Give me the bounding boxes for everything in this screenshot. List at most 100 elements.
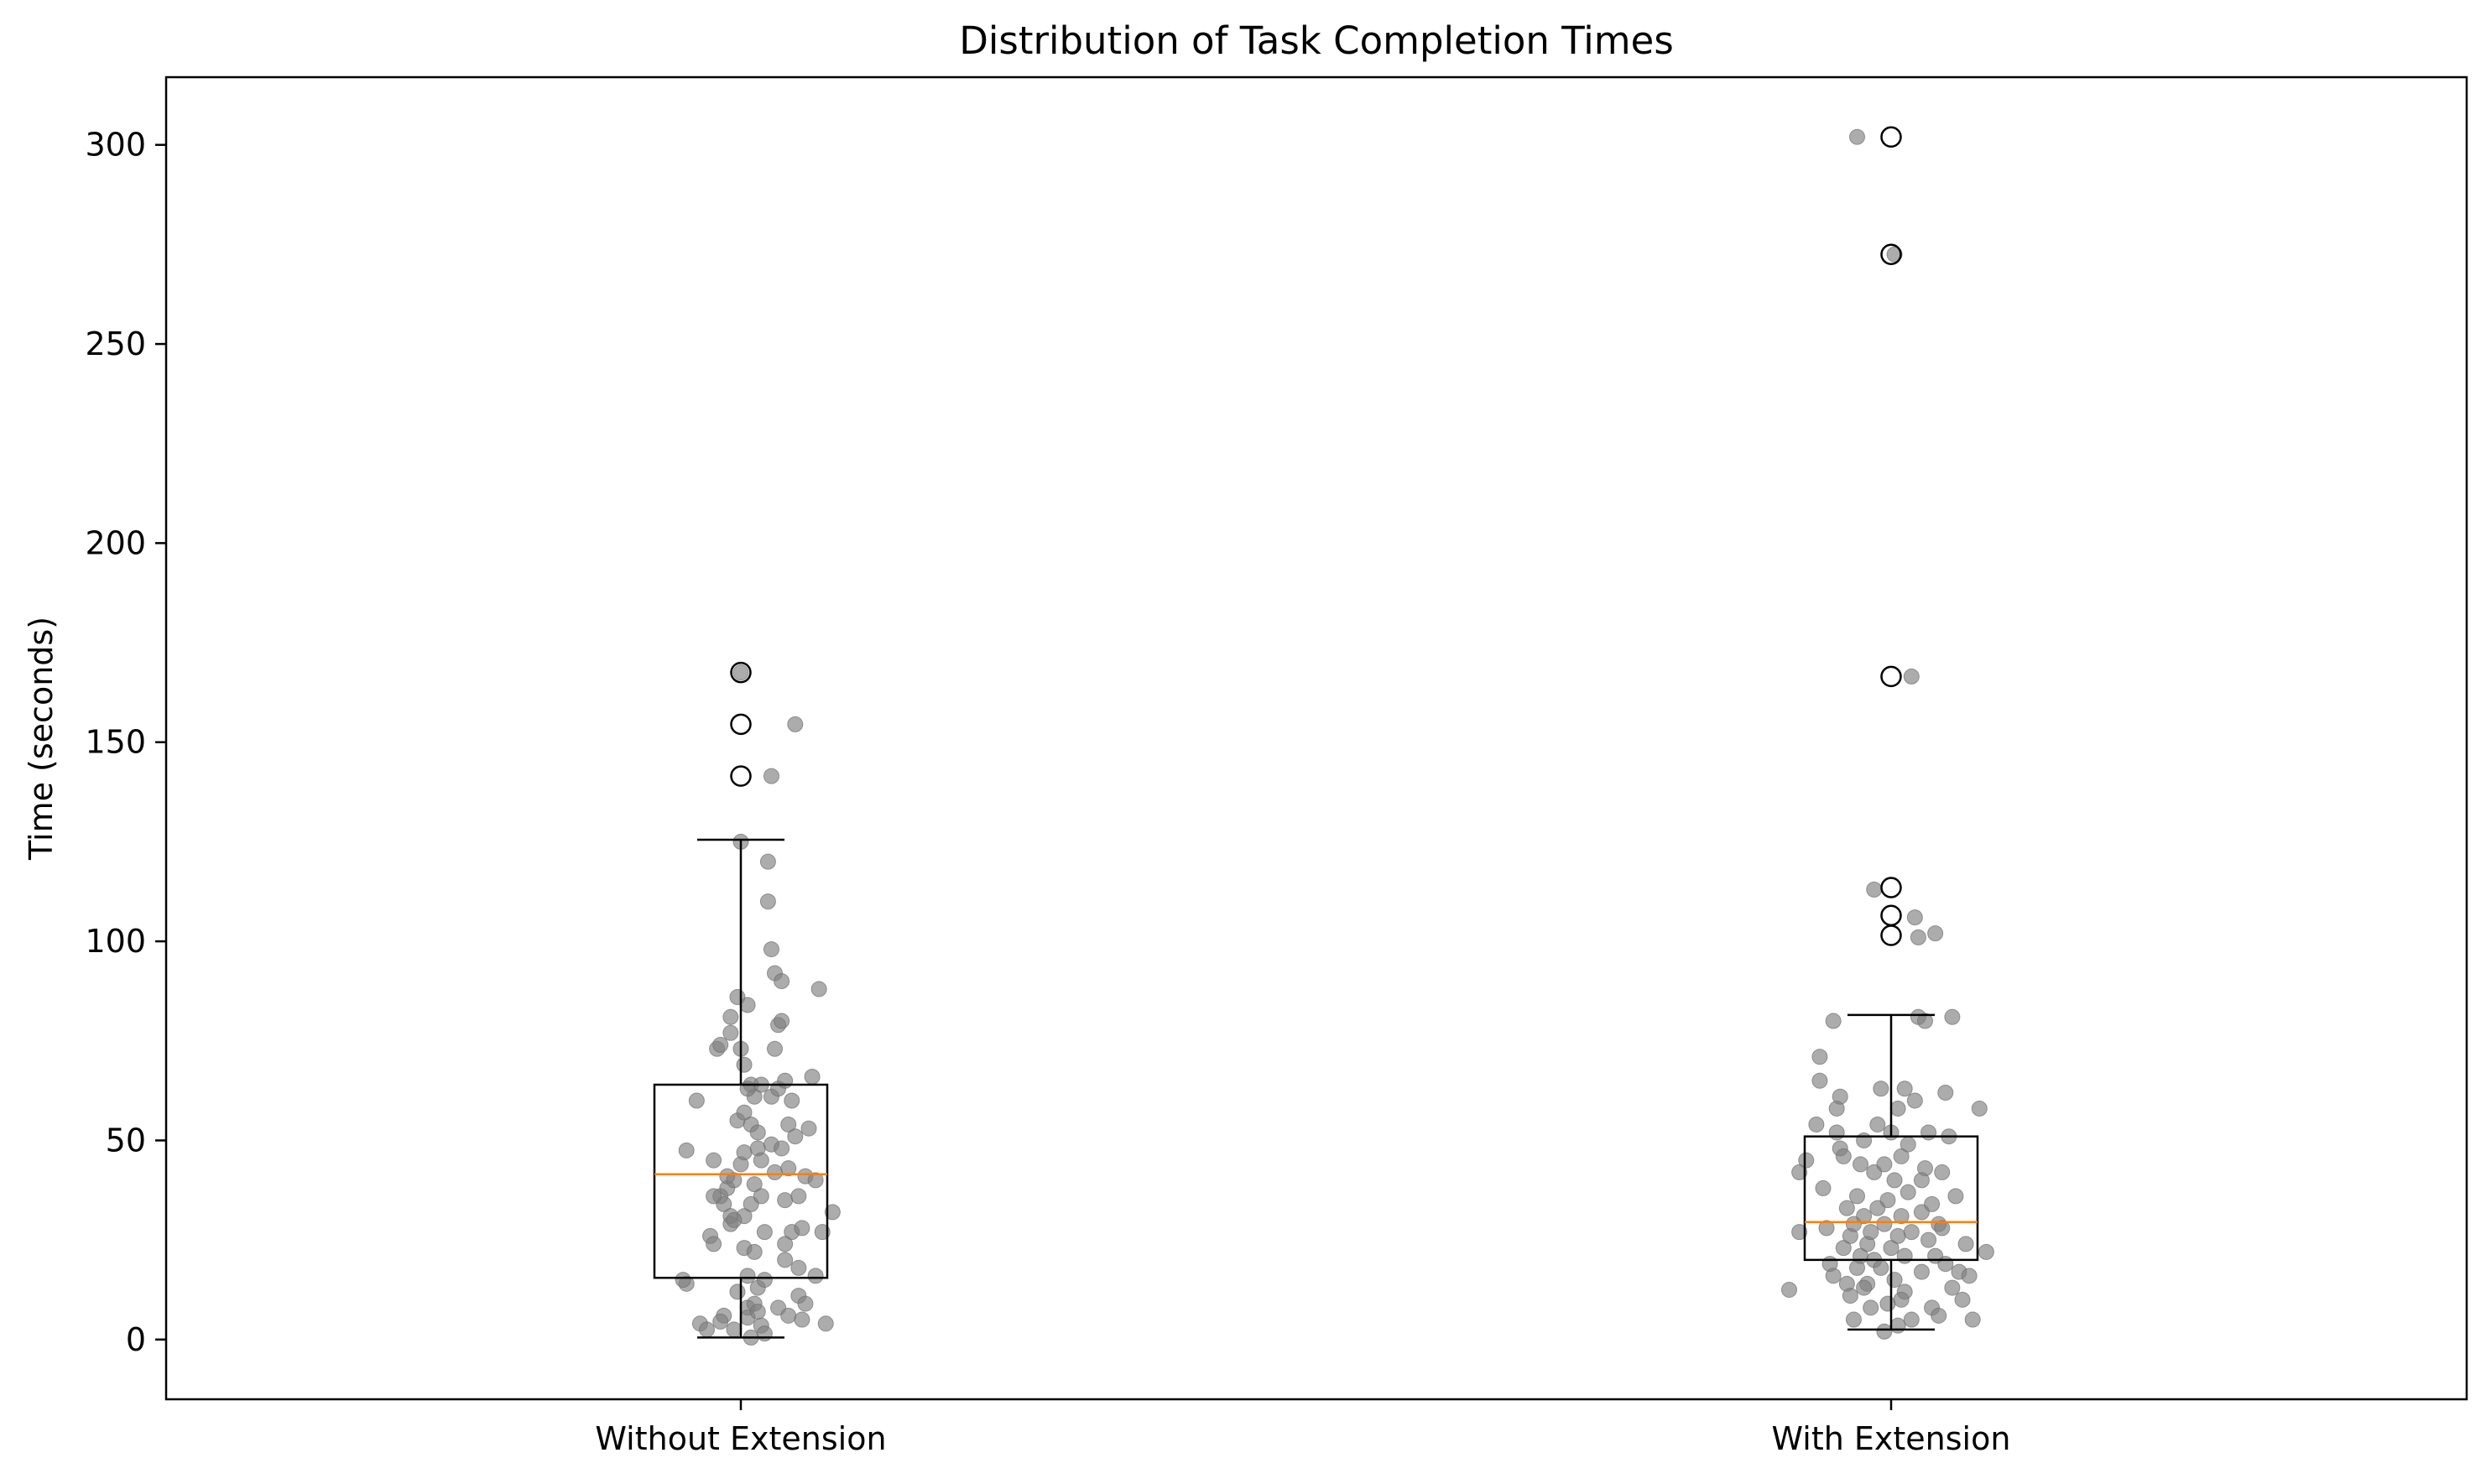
jitter-point [1927,925,1944,942]
jitter-point [800,1120,817,1137]
jitter-points-layer [675,128,1994,1346]
jitter-point [1910,929,1926,945]
jitter-point [1863,1299,1879,1316]
jitter-point [753,1188,769,1205]
jitter-point [756,1325,773,1342]
jitter-point [794,1220,810,1237]
jitter-point [777,1072,794,1089]
outlier-marker [730,661,752,684]
jitter-point [1811,1049,1828,1065]
jitter-point [807,1172,824,1189]
jitter-point [780,1160,797,1177]
jitter-point [1896,1247,1913,1264]
jitter-point [1931,1307,1947,1324]
jitter-point [1791,1224,1808,1241]
outlier-marker [1880,665,1902,688]
jitter-point [732,664,749,681]
outlier-marker [1880,126,1902,148]
outlier-marker [1880,924,1902,946]
jitter-point [777,1236,794,1252]
jitter-point [726,1321,743,1338]
jitter-point [722,1008,739,1025]
jitter-point [1917,1013,1933,1029]
jitter-point [712,1037,729,1054]
boxes-layer [653,838,1979,1339]
jitter-point [1889,1227,1906,1244]
jitter-point [739,1268,756,1284]
y-tick-label: 300 [85,127,146,164]
jitter-point [756,1224,773,1241]
jitter-point [780,1307,797,1324]
jitter-point [1903,668,1920,685]
jitter-point [824,1204,841,1221]
jitter-point [797,1295,814,1312]
outlier-marker [1880,243,1902,265]
jitter-point [1818,1220,1835,1237]
jitter-point [1876,1156,1893,1173]
jitter-point [749,1124,766,1141]
jitter-point [1886,1272,1903,1289]
jitter-point [749,1304,766,1320]
jitter-point [688,1092,705,1109]
jitter-point [774,1013,790,1029]
jitter-point [1971,1100,1988,1117]
jitter-point [1832,1088,1848,1105]
jitter-point [1849,1188,1865,1205]
jitter-point [1791,1164,1808,1180]
jitter-point [767,1040,783,1057]
jitter-point [763,941,779,958]
jitter-point [1886,1172,1903,1189]
jitter-point [736,1104,753,1121]
jitter-point [1889,1100,1906,1117]
jitter-point [1934,1164,1951,1180]
y-tick-label: 100 [85,923,146,960]
jitter-point [787,1128,804,1145]
jitter-point [810,981,827,997]
jitter-point [1856,1132,1873,1148]
outlier-marker [1880,904,1902,926]
jitter-point [1835,1240,1852,1257]
jitter-point [1873,1259,1889,1276]
jitter-point [722,1024,739,1041]
jitter-point [1842,1288,1858,1304]
jitter-point [1913,1172,1930,1189]
jitter-point [1906,909,1923,926]
jitter-point [1920,1124,1937,1141]
jitter-point [1876,1216,1893,1232]
jitter-point [1893,1291,1910,1308]
jitter-point [1944,1008,1961,1025]
jitter-point [1893,1208,1910,1225]
jitter-point [1893,1148,1910,1164]
outlier-marker [730,713,752,736]
jitter-point [712,1313,729,1330]
jitter-point [1879,1295,1896,1312]
jitter-point [787,716,804,732]
jitter-point [807,1268,824,1284]
jitter-point [1825,1013,1842,1029]
jitter-point [756,1272,773,1289]
x-tick-label: Without Extension [595,1420,886,1457]
jitter-point [1937,1084,1954,1101]
jitter-point [1900,1136,1916,1153]
jitter-point [736,1144,753,1161]
y-tick-label: 200 [85,524,146,561]
jitter-point [759,853,776,870]
iqr-box [1803,1135,1979,1262]
chart-title: Distribution of Task Completion Times [959,18,1674,63]
jitter-point [784,1092,800,1109]
jitter-point [1879,1192,1896,1209]
x-axis-ticks: Without Extension With Extension [595,1399,2010,1457]
outlier-marker [730,765,752,787]
jitter-point [1849,128,1865,145]
jitter-point [759,893,776,910]
jitter-point [739,1080,756,1097]
jitter-point [1954,1291,1971,1308]
outliers-layer [730,126,1902,946]
jitter-point [790,1188,807,1205]
jitter-point [1924,1195,1941,1212]
jitter-point [814,1224,831,1241]
jitter-point [1876,1323,1893,1340]
jitter-point [1903,1311,1920,1328]
jitter-point [729,1284,746,1300]
